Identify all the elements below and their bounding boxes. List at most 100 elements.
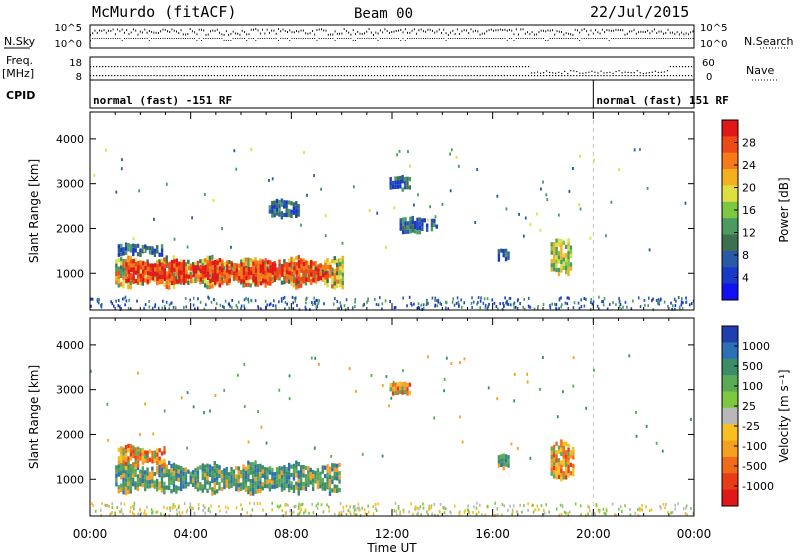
data-cell [134,455,137,460]
noise-search-mark [259,38,261,39]
isolated-echo-cell [513,399,516,403]
ground-scatter-cell [443,511,446,515]
data-cell [209,279,212,284]
ground-scatter-cell [123,297,125,301]
ground-scatter-cell [512,510,514,514]
colorbar-swatch [722,456,738,474]
freq-mark [183,75,185,77]
noise-search-mark [253,38,254,39]
data-cell [136,252,140,257]
data-cell [269,277,272,282]
data-cell [178,265,181,271]
freq-mark [295,75,297,77]
ground-scatter-cell [257,305,259,309]
data-cell [196,470,200,475]
nave-mark [153,66,155,68]
noise-sky-mark [350,33,352,36]
ground-scatter-cell [670,301,672,305]
noise-search-mark [465,38,467,39]
freq-mark [570,75,572,77]
data-cell [239,486,243,492]
ground-scatter-cell [90,297,92,301]
ground-scatter-cell [608,302,611,306]
data-cell [302,258,305,263]
data-cell [557,462,561,467]
data-cell [179,478,183,483]
nave-mark [247,66,249,68]
data-cell [391,180,395,186]
data-cell [268,205,272,210]
isolated-echo-cell [429,205,431,209]
noise-sky-mark [194,31,196,34]
data-cell [280,466,284,471]
data-cell [180,266,183,271]
ground-scatter-cell [197,297,199,301]
data-cell [552,453,556,458]
ground-scatter-cell [580,305,583,309]
noise-sky-mark [219,31,221,34]
data-cell [117,274,120,280]
data-cell [139,473,142,479]
isolated-echo-cell [635,410,637,414]
noise-sky-mark [273,29,275,32]
data-cell [127,261,131,266]
ground-scatter-cell [592,300,595,304]
ground-scatter-cell [300,508,303,512]
ground-scatter-cell [375,303,378,307]
data-cell [143,478,147,483]
data-cell [326,485,329,490]
data-cell [295,473,298,478]
data-cell [321,486,324,491]
ground-scatter-cell [524,307,526,311]
data-cell [560,443,563,448]
ground-scatter-cell [480,296,482,300]
noise-search-mark [597,38,599,39]
data-cell [240,275,243,280]
data-cell [221,259,224,264]
noise-search-mark [187,38,189,39]
nave-mark [482,66,484,68]
data-cell [567,271,570,277]
data-cell [249,262,252,267]
data-cell [218,279,222,284]
colorbar-swatch [722,375,738,392]
data-cell [401,174,404,180]
data-cell [129,244,133,249]
ground-scatter-cell [536,307,539,311]
freq-mark [364,75,367,77]
data-cell [177,473,180,478]
data-cell [326,273,330,278]
ground-scatter-cell [602,303,605,307]
noise-search-mark [99,38,100,39]
data-cell [564,244,568,250]
noise-sky-mark [339,32,341,35]
ground-scatter-cell [506,302,509,306]
data-cell [275,475,279,480]
noise-sky-mark [314,33,316,36]
isolated-echo-cell [243,362,246,366]
data-cell [335,484,339,489]
data-cell [244,487,248,492]
data-cell [143,470,147,475]
noise-sky-mark [293,31,295,34]
data-cell [163,257,166,262]
freq-mark [93,75,95,77]
data-cell [117,266,120,271]
ground-scatter-cell [472,300,475,304]
noise-search-mark [191,38,193,39]
noise-search-mark [203,38,205,39]
isolated-echo-cell [163,409,166,413]
ground-scatter-cell [422,502,424,506]
isolated-echo-cell [186,245,189,249]
ground-scatter-cell [340,512,342,516]
noise-search-mark [454,38,456,39]
data-cell [312,261,315,266]
colorbar-swatch [722,283,738,301]
data-cell [298,272,301,277]
nave-mark [515,66,518,68]
data-cell [555,450,558,455]
noise-search-mark [461,38,463,39]
freq-mark [370,75,373,77]
noise-sky-mark [595,29,596,32]
ground-scatter-cell [402,510,405,514]
